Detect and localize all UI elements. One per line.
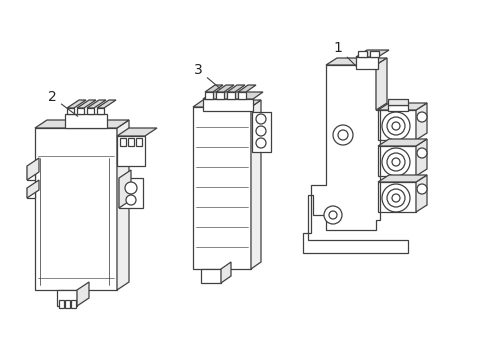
Polygon shape — [67, 100, 86, 108]
Polygon shape — [416, 103, 427, 140]
Polygon shape — [356, 57, 378, 69]
Polygon shape — [378, 175, 427, 182]
Polygon shape — [227, 85, 245, 92]
Polygon shape — [388, 99, 408, 105]
Polygon shape — [117, 136, 145, 166]
Polygon shape — [136, 138, 142, 146]
Polygon shape — [238, 92, 246, 99]
Polygon shape — [356, 50, 389, 57]
Polygon shape — [57, 290, 77, 306]
Polygon shape — [378, 139, 427, 146]
Polygon shape — [251, 100, 261, 269]
Polygon shape — [119, 170, 131, 208]
Circle shape — [126, 195, 136, 205]
Polygon shape — [203, 99, 253, 111]
Polygon shape — [252, 112, 271, 152]
Polygon shape — [227, 92, 235, 99]
Circle shape — [125, 182, 137, 194]
Polygon shape — [27, 188, 35, 198]
Polygon shape — [205, 85, 223, 92]
Polygon shape — [27, 180, 39, 198]
Polygon shape — [378, 103, 427, 110]
Circle shape — [256, 126, 266, 136]
Circle shape — [329, 211, 337, 219]
Polygon shape — [77, 108, 84, 114]
Polygon shape — [65, 114, 107, 128]
Polygon shape — [120, 138, 126, 146]
Polygon shape — [303, 65, 408, 253]
Polygon shape — [416, 175, 427, 212]
Circle shape — [387, 153, 405, 171]
Polygon shape — [117, 120, 129, 290]
Polygon shape — [87, 108, 94, 114]
Polygon shape — [59, 300, 64, 308]
Circle shape — [338, 130, 348, 140]
Polygon shape — [35, 120, 129, 128]
Polygon shape — [27, 166, 35, 180]
Text: 2: 2 — [48, 90, 78, 116]
Circle shape — [417, 148, 427, 158]
Polygon shape — [238, 85, 256, 92]
Polygon shape — [216, 92, 224, 99]
Circle shape — [382, 148, 410, 176]
Polygon shape — [203, 92, 263, 99]
Polygon shape — [77, 282, 89, 306]
Polygon shape — [77, 100, 96, 108]
Polygon shape — [119, 178, 143, 208]
Circle shape — [387, 189, 405, 207]
Polygon shape — [370, 51, 379, 57]
Polygon shape — [27, 158, 39, 180]
Polygon shape — [376, 58, 387, 110]
Polygon shape — [67, 108, 74, 114]
Circle shape — [382, 184, 410, 212]
Polygon shape — [388, 105, 408, 111]
Polygon shape — [117, 128, 157, 136]
Circle shape — [392, 194, 400, 202]
Polygon shape — [71, 300, 76, 308]
Circle shape — [392, 122, 400, 130]
Polygon shape — [201, 269, 221, 283]
Circle shape — [256, 138, 266, 148]
Polygon shape — [97, 100, 116, 108]
Polygon shape — [205, 92, 213, 99]
Circle shape — [417, 184, 427, 194]
Text: 3: 3 — [194, 63, 220, 88]
Polygon shape — [193, 107, 251, 269]
Polygon shape — [216, 85, 234, 92]
Polygon shape — [358, 51, 367, 57]
Polygon shape — [87, 100, 106, 108]
Circle shape — [256, 114, 266, 124]
Circle shape — [324, 206, 342, 224]
Polygon shape — [97, 108, 104, 114]
Circle shape — [387, 117, 405, 135]
Circle shape — [382, 112, 410, 140]
Polygon shape — [326, 58, 387, 65]
Polygon shape — [128, 138, 134, 146]
Circle shape — [333, 125, 353, 145]
Polygon shape — [35, 128, 117, 290]
Polygon shape — [416, 139, 427, 176]
Polygon shape — [221, 262, 231, 283]
Polygon shape — [193, 100, 261, 107]
Circle shape — [392, 158, 400, 166]
Circle shape — [417, 112, 427, 122]
Polygon shape — [65, 300, 70, 308]
Text: 1: 1 — [334, 41, 356, 66]
